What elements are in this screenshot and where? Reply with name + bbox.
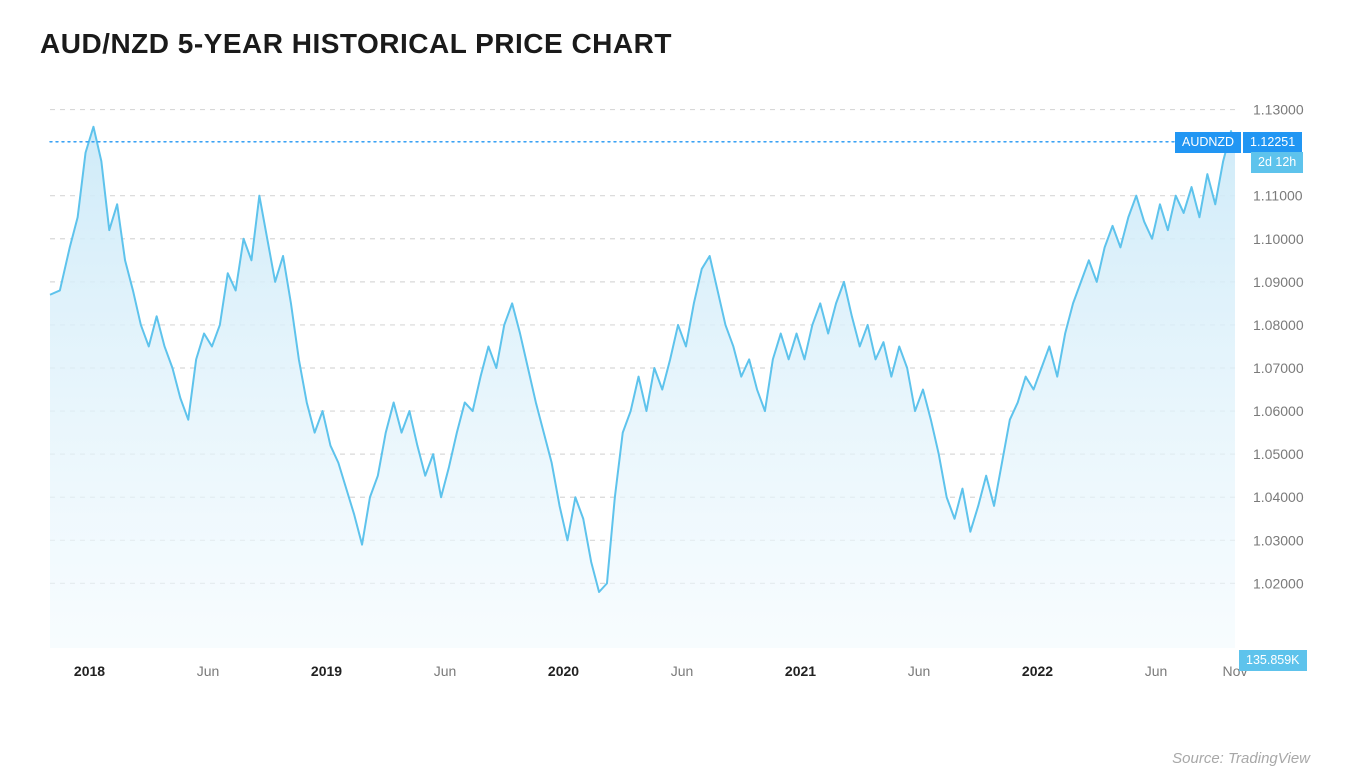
svg-text:2020: 2020 (548, 663, 579, 679)
svg-text:1.04000: 1.04000 (1253, 489, 1304, 505)
svg-text:1.10000: 1.10000 (1253, 231, 1304, 247)
svg-text:1.08000: 1.08000 (1253, 317, 1304, 333)
svg-text:1.02000: 1.02000 (1253, 575, 1304, 591)
volume-badge: 135.859K (1239, 650, 1307, 671)
svg-text:Jun: Jun (671, 663, 694, 679)
svg-text:2022: 2022 (1022, 663, 1053, 679)
svg-text:1.06000: 1.06000 (1253, 403, 1304, 419)
svg-text:2018: 2018 (74, 663, 105, 679)
svg-text:2021: 2021 (785, 663, 816, 679)
price-chart: 1.02000 1.03000 1.04000 1.05000 1.06000 1.070… (40, 88, 1310, 708)
svg-text:Jun: Jun (197, 663, 220, 679)
svg-text:1.13000: 1.13000 (1253, 102, 1304, 118)
chart-title: AUD/NZD 5-YEAR HISTORICAL PRICE CHART (40, 28, 1310, 60)
countdown-badge: 2d 12h (1251, 152, 1303, 173)
svg-text:1.11000: 1.11000 (1253, 188, 1303, 204)
svg-text:Jun: Jun (434, 663, 457, 679)
chart-container: 1.02000 1.03000 1.04000 1.05000 1.06000 1.070… (40, 88, 1310, 708)
source-attribution: Source: TradingView (1172, 750, 1310, 767)
svg-text:Jun: Jun (1145, 663, 1168, 679)
svg-text:2019: 2019 (311, 663, 342, 679)
svg-text:1.07000: 1.07000 (1253, 360, 1304, 376)
svg-text:1.03000: 1.03000 (1253, 532, 1304, 548)
svg-text:Jun: Jun (908, 663, 931, 679)
price-badge: 1.12251 (1243, 132, 1302, 153)
svg-text:1.09000: 1.09000 (1253, 274, 1304, 290)
svg-text:1.05000: 1.05000 (1253, 446, 1304, 462)
symbol-badge: AUDNZD (1175, 132, 1241, 153)
